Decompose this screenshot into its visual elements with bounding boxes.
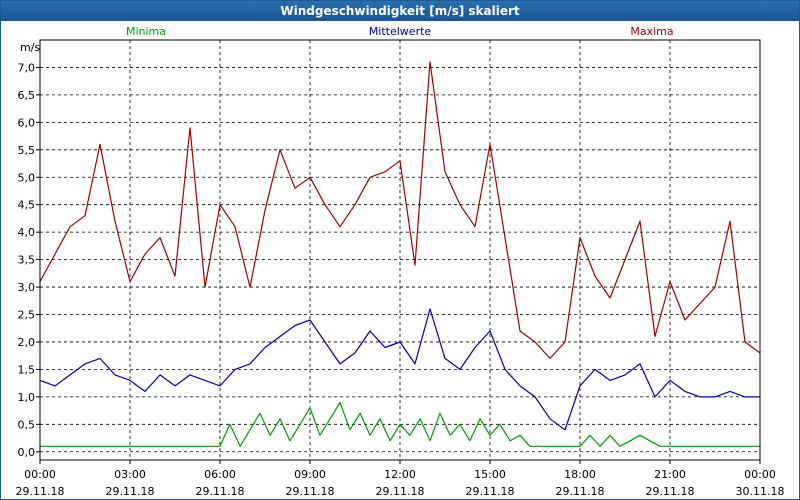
y-tick-label: 4,0 [18,226,36,239]
y-tick-label: 2,0 [18,336,36,349]
series-line-minima [40,401,760,447]
y-tick-label: 6,0 [18,116,36,129]
y-tick-label: 1,5 [18,363,36,376]
y-tick-label: 3,5 [18,254,36,267]
y-tick-label: 4,5 [18,199,36,212]
y-tick-label: 2,5 [18,309,36,322]
x-tick-date: 30.11.18 [736,485,785,498]
y-tick-label: 5,5 [18,144,36,157]
x-tick-date: 29.11.18 [106,485,155,498]
x-tick-date: 29.11.18 [16,485,65,498]
x-tick-time: 00:00 [24,468,56,481]
chart-title: Windgeschwindigkeit [m/s] skaliert [1,1,799,21]
y-tick-label: 5,0 [18,171,36,184]
x-tick-time: 21:00 [654,468,686,481]
y-tick-label: 1,0 [18,391,36,404]
x-tick-date: 29.11.18 [556,485,605,498]
legend-mittelwerte: Mittelwerte [369,25,432,38]
legend-minima: Minima [126,25,166,38]
series-line-maxima [39,61,761,359]
y-tick-label: 0,0 [18,446,36,459]
x-tick-time: 18:00 [564,468,596,481]
x-tick-time: 03:00 [114,468,146,481]
y-axis-label: m/s [20,41,40,54]
x-tick-date: 29.11.18 [376,485,425,498]
x-tick-time: 09:00 [294,468,326,481]
y-tick-label: 6,5 [18,89,36,102]
y-tick-label: 3,0 [18,281,36,294]
x-tick-time: 00:00 [744,468,776,481]
y-tick-label: 0,5 [18,418,36,431]
series-line-mittelwerte [39,308,760,431]
x-tick-date: 29.11.18 [196,485,245,498]
x-tick-time: 15:00 [474,468,506,481]
y-tick-label: 7,0 [18,61,36,74]
x-tick-time: 06:00 [204,468,236,481]
legend-maxima: Maxima [630,25,673,38]
x-tick-date: 29.11.18 [646,485,695,498]
x-tick-date: 29.11.18 [286,485,335,498]
x-tick-date: 29.11.18 [466,485,515,498]
x-tick-time: 12:00 [384,468,416,481]
